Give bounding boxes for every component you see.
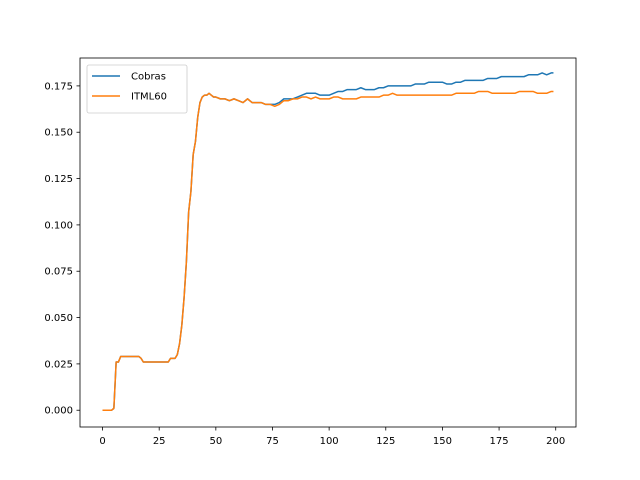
- axes-frame: [79, 57, 577, 428]
- legend-label-cobras: Cobras: [131, 72, 166, 83]
- y-tick-label: 0.025: [44, 359, 73, 370]
- x-tick-label: 125: [376, 436, 395, 447]
- y-axis: 0.000 0.025 0.050 0.075 0.100 0.125 0.150 0.175: [44, 81, 80, 417]
- y-tick-label: 0.000: [44, 406, 73, 417]
- series-layer: [102, 72, 554, 411]
- series-line-itml60: [102, 90, 554, 411]
- y-tick-label: 0.050: [44, 313, 73, 324]
- x-tick-label: 50: [209, 436, 222, 447]
- x-tick-label: 75: [266, 436, 279, 447]
- x-tick-label: 25: [153, 436, 166, 447]
- x-tick-label: 175: [490, 436, 509, 447]
- legend: Cobras ITML60: [86, 64, 188, 114]
- x-tick-label: 200: [546, 436, 565, 447]
- y-tick-label: 0.150: [44, 128, 73, 139]
- x-tick-label: 0: [99, 436, 105, 447]
- x-tick-label: 100: [320, 436, 339, 447]
- y-tick-label: 0.075: [44, 267, 73, 278]
- y-tick-label: 0.175: [44, 81, 73, 92]
- x-tick-label: 150: [433, 436, 452, 447]
- legend-box: [86, 64, 188, 114]
- plot-area: 0 25 50 75 100 125 150 175 200 0.0000.0250.0500.…: [44, 57, 577, 447]
- y-tick-label: 0.100: [44, 220, 73, 231]
- y-tick-label: 0.125: [44, 174, 73, 185]
- legend-label-itml60: ITML60: [131, 92, 167, 103]
- x-axis: 0 25 50 75 100 125 150 175 200: [99, 427, 565, 447]
